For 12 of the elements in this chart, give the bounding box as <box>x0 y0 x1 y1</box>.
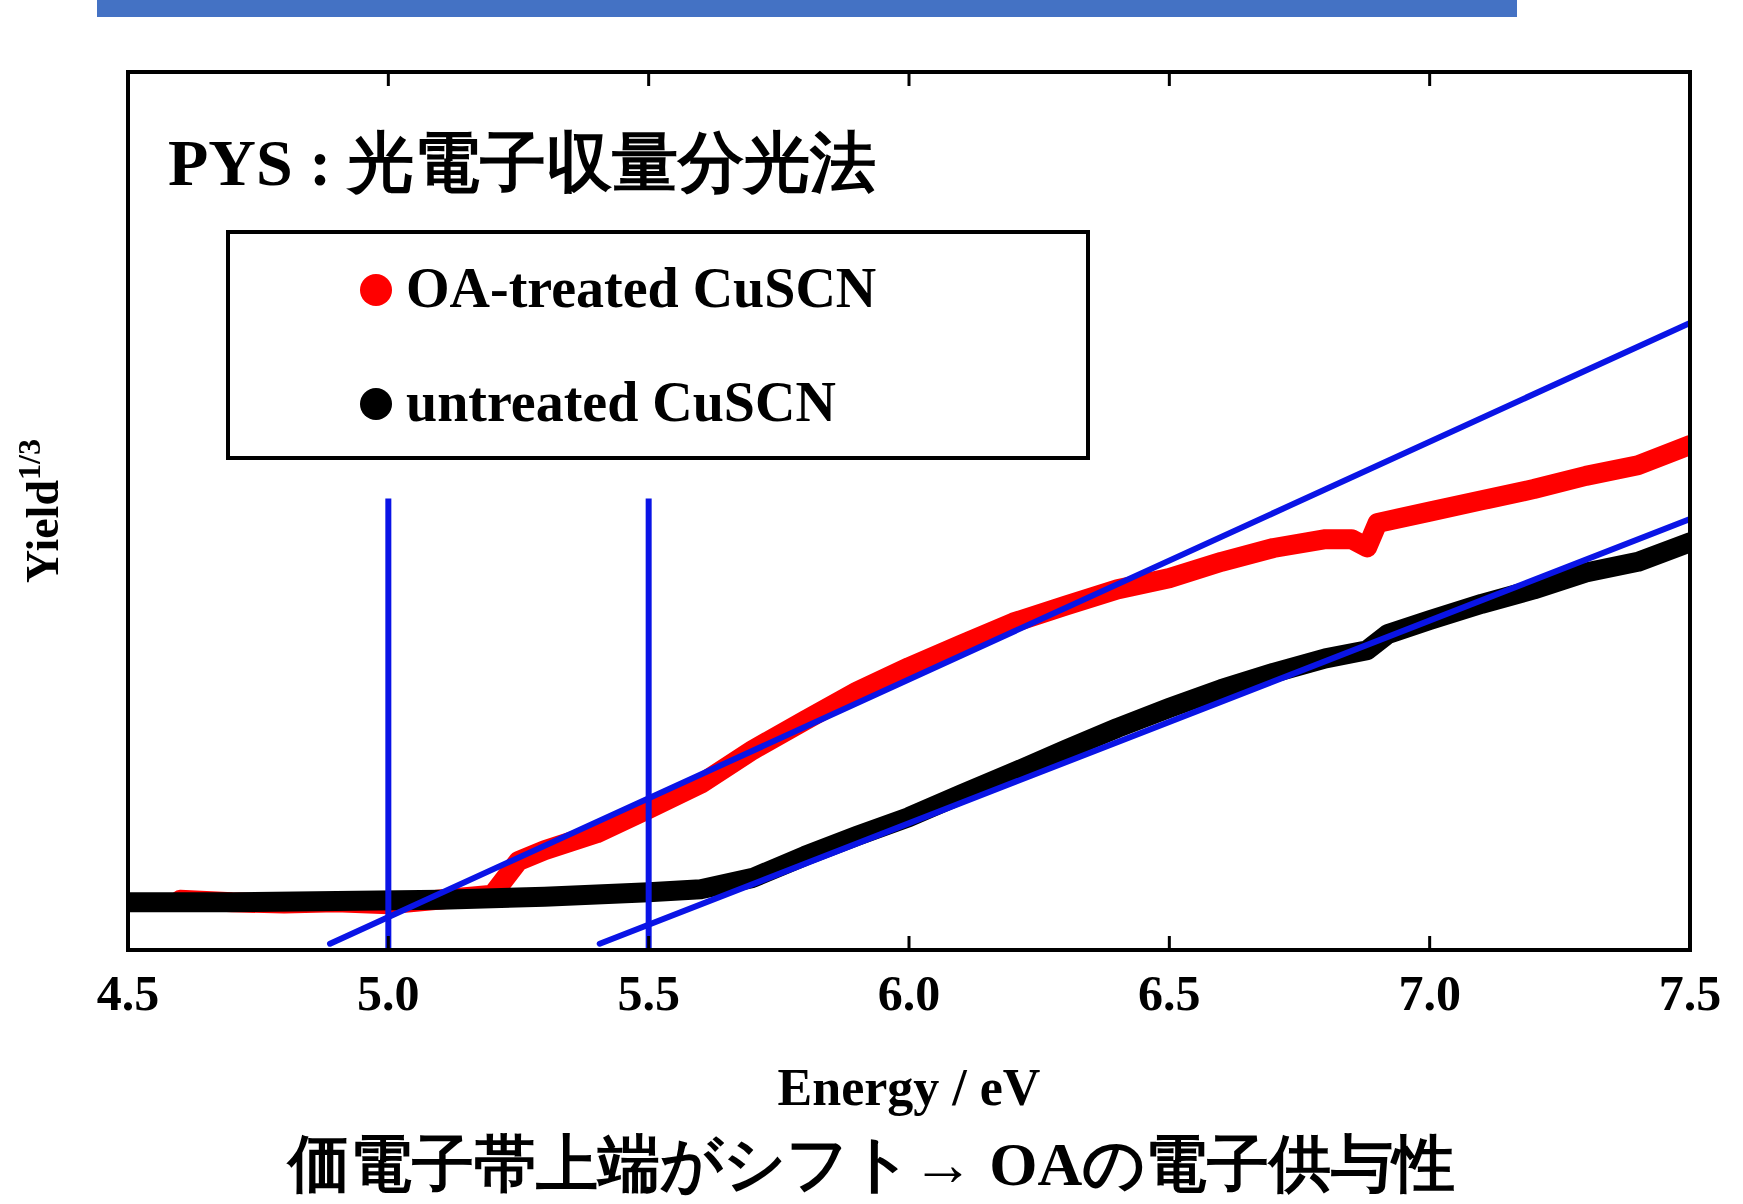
x-tick-label: 6.0 <box>877 965 941 1021</box>
x-tick-label: 4.5 <box>96 965 160 1021</box>
legend-label: untreated CuSCN <box>406 371 836 433</box>
x-tick-label: 7.0 <box>1398 965 1461 1021</box>
x-tick-label: 7.5 <box>1658 965 1722 1021</box>
x-tick-label: 5.0 <box>357 965 420 1021</box>
text: 価電子帯上端がシフト→ OAの電子供与性 <box>285 1130 1456 1198</box>
legend-label: OA-treated CuSCN <box>406 257 877 319</box>
x-tick-label: 5.5 <box>617 965 680 1021</box>
x-tick-label: 6.5 <box>1138 965 1201 1021</box>
chart-title: PYS : 光電子収量分光法 <box>168 126 876 199</box>
x-axis-title: Energy / eV <box>777 1059 1041 1116</box>
